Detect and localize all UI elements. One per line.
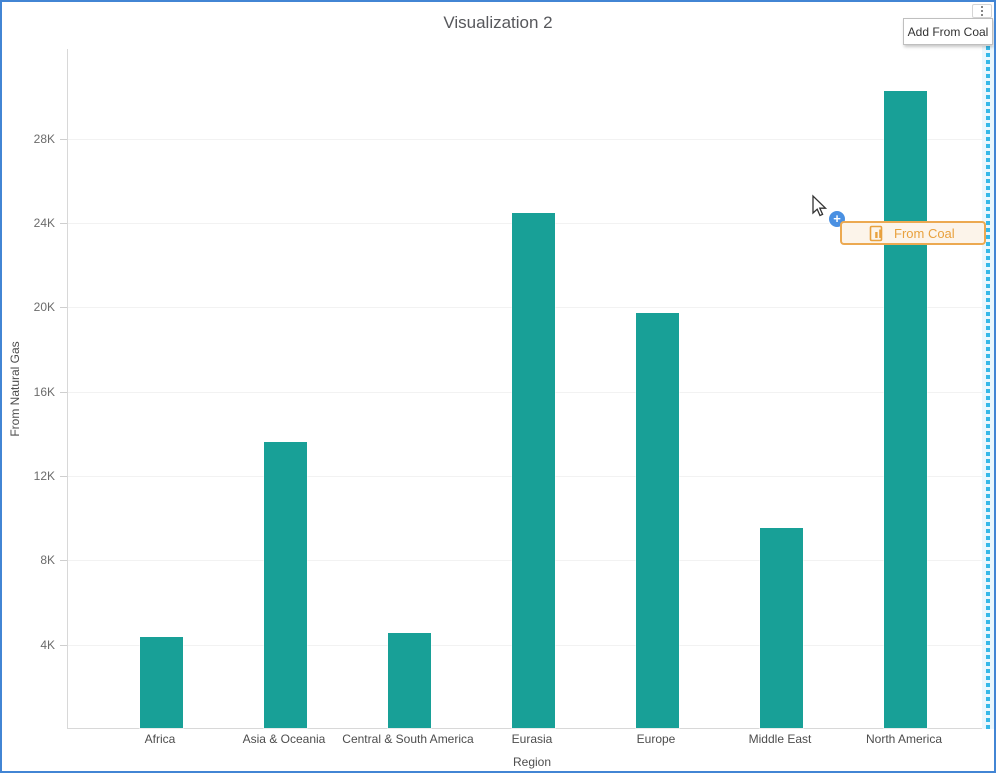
bar-north-america[interactable] xyxy=(883,90,927,728)
plot-area xyxy=(67,49,982,729)
y-tick-mark xyxy=(60,223,67,225)
menu-item-add-from-coal[interactable]: Add From Coal xyxy=(907,24,989,39)
y-tick-label-8k: 8K xyxy=(40,553,55,568)
y-tick-label-4k: 4K xyxy=(40,637,55,652)
context-menu: Add From Coal xyxy=(903,18,993,45)
y-tick-mark xyxy=(60,391,67,393)
bar-europe[interactable] xyxy=(635,312,679,728)
y-tick-label-20k: 20K xyxy=(33,300,55,315)
bar-central-south-america[interactable] xyxy=(387,632,431,728)
x-category-label-africa: Africa xyxy=(144,732,176,746)
y-tick-label-24k: 24K xyxy=(33,216,55,231)
y-axis-title: From Natural Gas xyxy=(8,341,22,437)
kebab-icon xyxy=(981,6,983,16)
x-category-label-europe: Europe xyxy=(636,732,676,746)
x-category-label-middle-east: Middle East xyxy=(748,732,812,746)
bar-africa[interactable] xyxy=(139,637,183,728)
y-tick-mark xyxy=(60,476,67,478)
x-axis-categories: Africa Asia & Oceania Central & South Amer… xyxy=(2,732,994,747)
x-category-label-eurasia: Eurasia xyxy=(511,732,553,746)
bar-middle-east[interactable] xyxy=(759,528,803,728)
kebab-menu-button[interactable] xyxy=(972,4,992,18)
y-tick-label-16k: 16K xyxy=(33,384,55,399)
gridline-28k xyxy=(68,138,982,140)
y-tick-label-28k: 28K xyxy=(33,131,55,146)
x-category-label-central-south-america: Central & South America xyxy=(342,732,474,746)
drop-indicator-dashed-line xyxy=(986,46,990,729)
bar-eurasia[interactable] xyxy=(511,212,555,728)
y-tick-mark xyxy=(60,138,67,140)
bar-asia-oceania[interactable] xyxy=(263,442,307,728)
drop-zone-indicator[interactable] xyxy=(982,46,994,729)
y-tick-mark xyxy=(60,560,67,562)
y-tick-mark xyxy=(60,644,67,646)
x-category-label-north-america: North America xyxy=(865,732,943,746)
x-axis-title: Region xyxy=(512,755,552,769)
y-tick-mark xyxy=(60,307,67,309)
y-axis-ticks: 4K 8K 12K 16K 20K 24K 28K xyxy=(2,49,67,729)
page-title: Visualization 2 xyxy=(443,13,553,32)
x-category-label-asia-oceania: Asia & Oceania xyxy=(242,732,326,746)
y-tick-label-12k: 12K xyxy=(33,469,55,484)
